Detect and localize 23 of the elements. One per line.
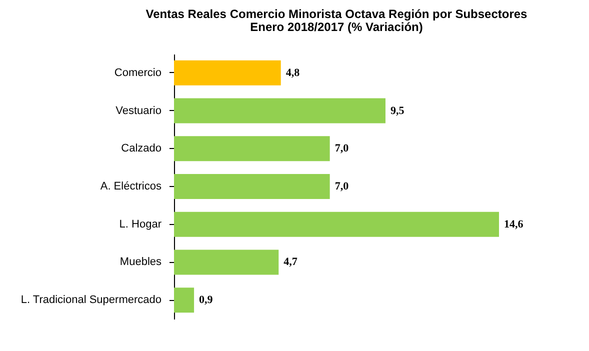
chart-title: Ventas Reales Comercio Minorista Octava Región por Subsectores (146, 7, 528, 21)
y-tick-label: Muebles (120, 256, 162, 268)
data-label: 7,0 (334, 180, 350, 192)
bar (174, 60, 281, 86)
y-tick-label: Calzado (121, 142, 162, 155)
chart-subtitle: Enero 2018/2017 (% Variación) (250, 20, 423, 34)
y-tick-label: L. Tradicional Supermercado (20, 294, 162, 306)
data-label: 4,7 (284, 256, 298, 268)
data-label: 9,5 (390, 104, 405, 117)
bar (174, 288, 194, 313)
data-label: 0,9 (199, 294, 214, 306)
bar (174, 174, 330, 199)
data-label: 14,6 (504, 218, 524, 230)
y-tick-label: Comercio (114, 66, 162, 79)
bar (174, 136, 330, 162)
bar (174, 212, 499, 237)
data-label: 4,8 (286, 66, 300, 79)
y-tick-label: A. Eléctricos (100, 180, 162, 192)
y-tick-label: L. Hogar (119, 218, 162, 230)
bar (174, 250, 279, 275)
y-tick-label: Vestuario (116, 104, 162, 117)
bar (174, 98, 386, 124)
data-label: 7,0 (334, 142, 350, 155)
